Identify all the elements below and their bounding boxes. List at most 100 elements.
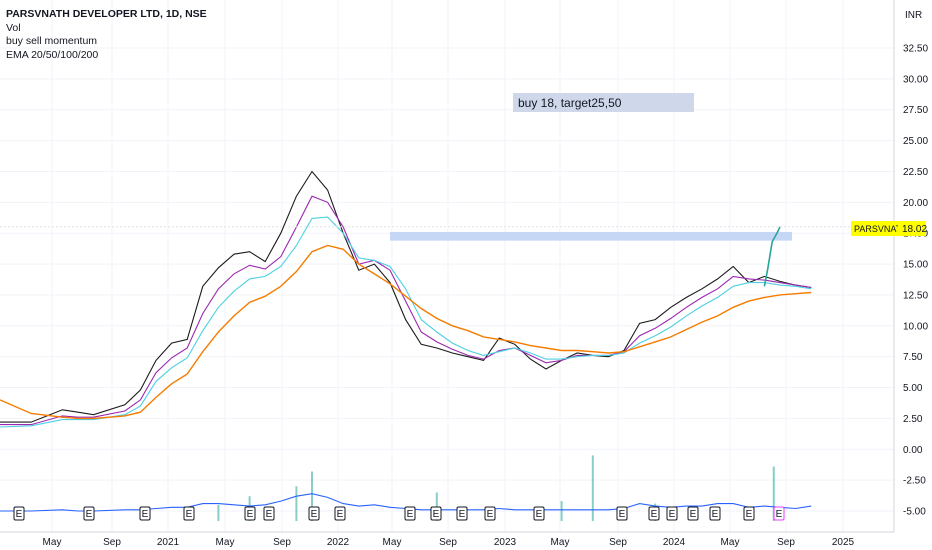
x-tick-label: 2022 <box>327 537 350 548</box>
earnings-marker-label: E <box>776 509 783 520</box>
ema-lines <box>0 170 851 512</box>
volume-bar <box>217 504 220 521</box>
chart-legend: PARSVNATH DEVELOPER LTD, 1D, NSE Vol buy… <box>6 8 207 62</box>
earnings-marker[interactable] <box>709 506 721 521</box>
x-tick-label: Sep <box>103 537 121 548</box>
price-label[interactable]: PARSVNATH 18.02 <box>851 221 927 236</box>
annotation-background <box>513 93 694 112</box>
last-price-text: 18.02 <box>902 224 927 235</box>
earnings-marker-label: E <box>266 509 273 520</box>
volume-bar <box>772 466 775 521</box>
earnings-marker-label: E <box>536 509 543 520</box>
series-line-ema20 <box>0 170 812 423</box>
x-tick-label: 2024 <box>663 537 686 548</box>
y-axis[interactable]: 32.5030.0027.5025.0022.5020.0017.5015.00… <box>903 44 928 518</box>
y-tick-label: 5.00 <box>903 383 923 394</box>
y-tick-label: -2.50 <box>903 476 926 487</box>
volume-bar <box>591 455 594 521</box>
earnings-marker[interactable] <box>263 506 275 521</box>
earnings-marker-label: E <box>712 509 719 520</box>
earnings-marker[interactable] <box>687 506 699 521</box>
earnings-marker[interactable] <box>139 506 151 521</box>
y-tick-label: 12.50 <box>903 290 928 301</box>
earnings-marker-label: E <box>142 509 149 520</box>
legend-item-ema[interactable]: EMA 20/50/100/200 <box>6 48 99 61</box>
y-tick-label: 0.00 <box>903 445 923 456</box>
earnings-marker[interactable] <box>743 506 755 521</box>
symbol-tag-text: PARSVNATH <box>854 224 908 234</box>
earnings-marker-label: E <box>433 509 440 520</box>
earnings-marker[interactable] <box>484 506 496 521</box>
earnings-marker-label: E <box>16 509 23 520</box>
y-tick-label: 7.50 <box>903 352 923 363</box>
earnings-marker-label: E <box>459 509 466 520</box>
series-line-ema100 <box>0 216 812 428</box>
annotation-box[interactable]: buy 18, target25,50 <box>513 93 694 112</box>
zone-rect <box>390 231 792 241</box>
y-tick-label: 22.50 <box>903 167 928 178</box>
y-tick-label: 20.00 <box>903 198 928 209</box>
x-tick-label: 2021 <box>157 537 180 548</box>
x-tick-label: Sep <box>609 537 627 548</box>
earnings-marker[interactable] <box>404 506 416 521</box>
x-axis[interactable]: May Sep 2021 May Sep 2022 May Sep 2023 May Sep 2024… <box>43 537 855 548</box>
x-tick-label: May <box>721 537 740 548</box>
earnings-marker[interactable] <box>334 506 346 521</box>
earnings-marker-label: E <box>690 509 697 520</box>
earnings-marker[interactable] <box>13 506 25 521</box>
volume-bar <box>295 486 298 521</box>
earnings-marker-label: E <box>86 509 93 520</box>
volume-bar <box>311 471 313 521</box>
y-tick-label: -5.00 <box>903 507 926 518</box>
earnings-marker[interactable] <box>430 506 442 521</box>
last-price-tag <box>898 221 926 236</box>
series-line-ema200 <box>0 244 812 420</box>
legend-item-vol[interactable]: Vol <box>6 21 21 34</box>
x-tick-label: Sep <box>273 537 291 548</box>
x-tick-label: May <box>216 537 235 548</box>
y-tick-label: 10.00 <box>903 321 928 332</box>
earnings-marker-label: E <box>337 509 344 520</box>
earnings-marker-label: E <box>407 509 414 520</box>
y-tick-label: 30.00 <box>903 74 928 85</box>
earnings-marker[interactable] <box>83 506 95 521</box>
earnings-marker-label: E <box>619 509 626 520</box>
earnings-marker-label: E <box>487 509 494 520</box>
earnings-marker[interactable] <box>666 506 678 521</box>
x-tick-label: Sep <box>777 537 795 548</box>
earnings-marker[interactable] <box>456 506 468 521</box>
y-tick-label: 15.00 <box>903 260 928 271</box>
earnings-marker[interactable] <box>308 506 320 521</box>
series-line-ema50 <box>0 195 812 426</box>
legend-title[interactable]: PARSVNATH DEVELOPER LTD, 1D, NSE <box>6 8 207 20</box>
symbol-tag <box>851 221 898 236</box>
earnings-marker-label: E <box>746 509 753 520</box>
x-tick-label: 2023 <box>494 537 517 548</box>
y-tick-label: 2.50 <box>903 414 923 425</box>
earnings-marker[interactable] <box>244 506 256 521</box>
earnings-marker[interactable] <box>183 506 195 521</box>
y-tick-label: 27.50 <box>903 105 928 116</box>
annotation-text: buy 18, target25,50 <box>518 96 622 110</box>
x-tick-label: May <box>43 537 62 548</box>
y-tick-label: 32.50 <box>903 44 928 55</box>
earnings-marker-label: E <box>186 509 193 520</box>
earnings-marker-label: E <box>669 509 676 520</box>
earnings-marker[interactable] <box>773 506 785 521</box>
grid-lines <box>0 0 894 532</box>
currency-label: INR <box>905 10 922 21</box>
x-tick-label: May <box>383 537 402 548</box>
volume-bar <box>560 501 563 521</box>
series-line-momentum <box>0 493 812 512</box>
earnings-marker[interactable] <box>533 506 545 521</box>
legend-item-momentum[interactable]: buy sell momentum <box>6 35 98 47</box>
earnings-marker[interactable] <box>648 506 660 521</box>
price-spike-line <box>763 226 781 287</box>
x-tick-label: 2025 <box>832 537 855 548</box>
x-tick-label: Sep <box>439 537 457 548</box>
earnings-marker-label: E <box>651 509 658 520</box>
y-tick-label: 25.00 <box>903 136 928 147</box>
earnings-marker[interactable] <box>616 506 628 521</box>
